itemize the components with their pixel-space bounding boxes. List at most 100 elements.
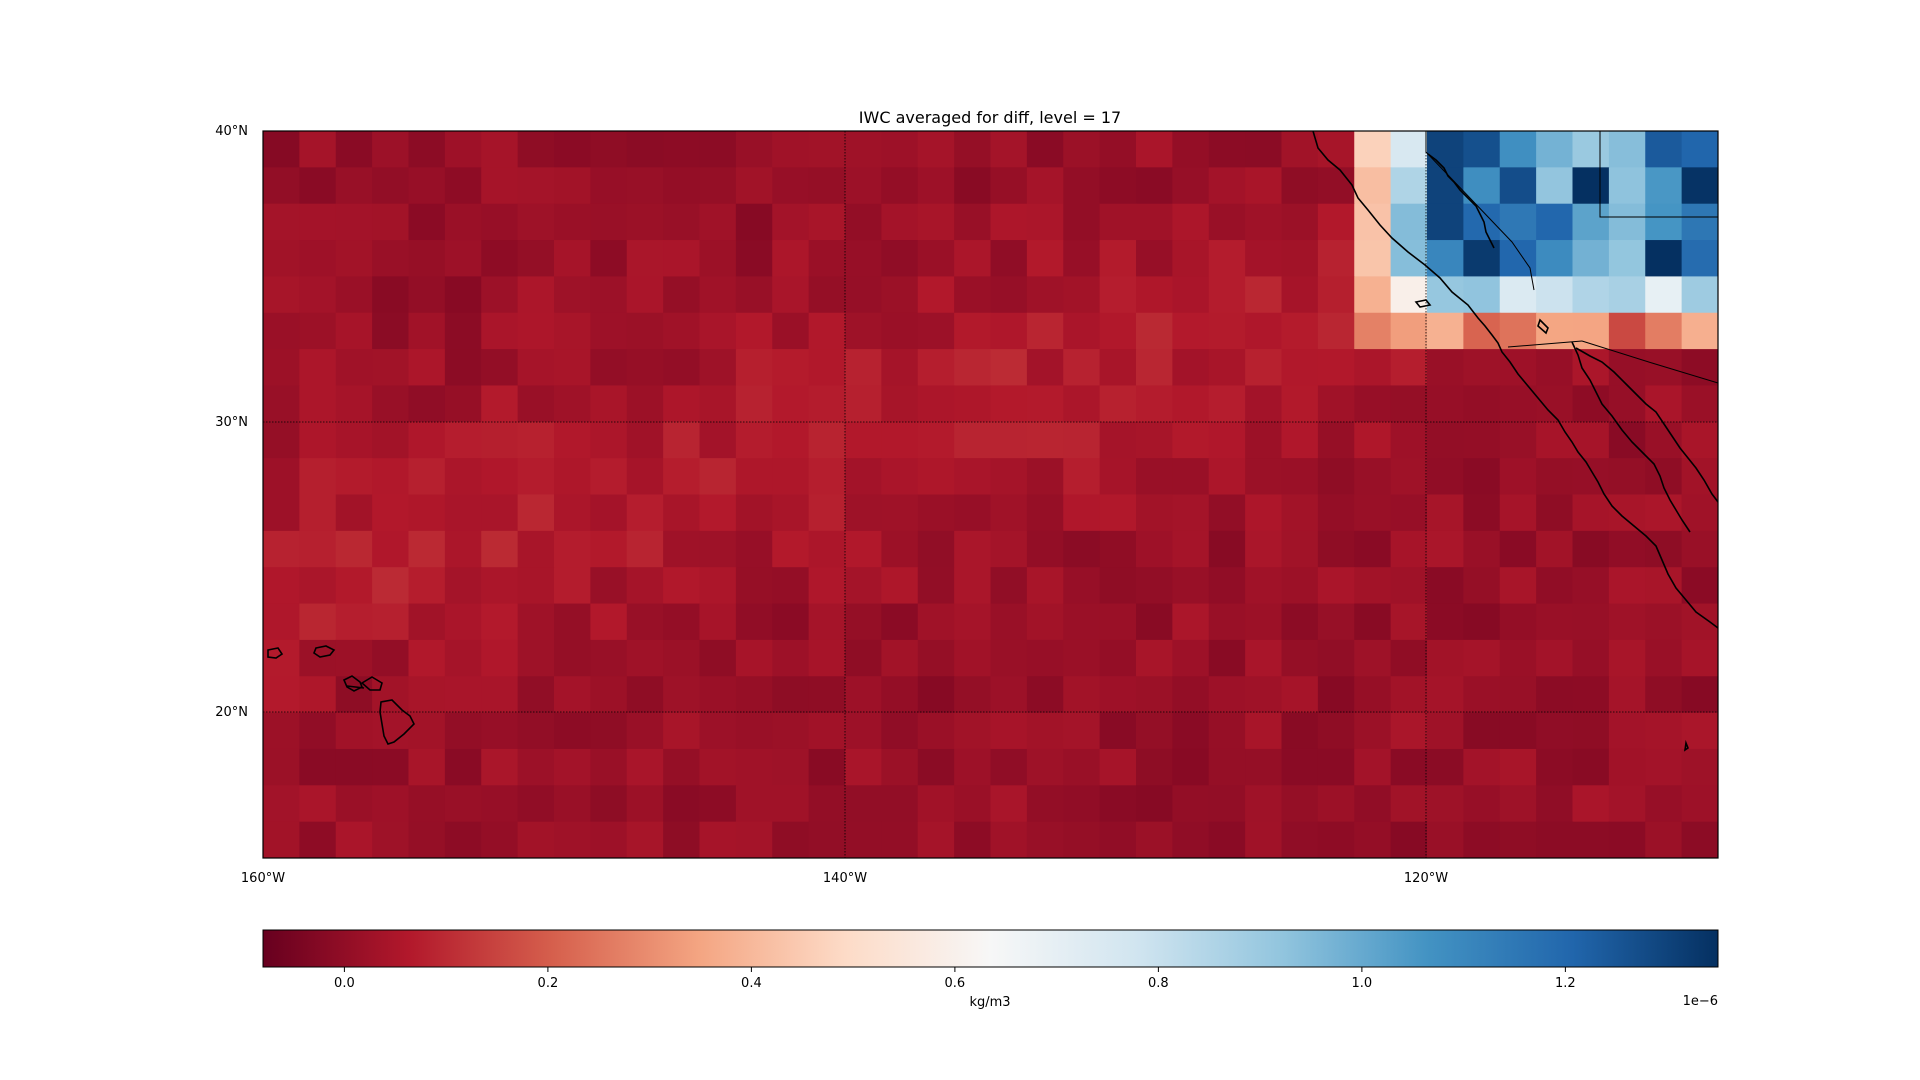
grid-cell — [554, 203, 591, 241]
grid-cell — [1281, 167, 1319, 205]
grid-cell — [1281, 712, 1319, 750]
grid-cell — [1317, 167, 1355, 205]
grid-cell — [663, 821, 701, 858]
grid-cell — [663, 494, 701, 532]
grid-cell — [1281, 421, 1319, 459]
grid-cell — [481, 748, 519, 786]
grid-cell — [1099, 203, 1137, 241]
grid-cell — [881, 567, 919, 605]
grid-cell — [1390, 312, 1428, 350]
grid-cell — [808, 530, 846, 568]
grid-cell — [372, 603, 410, 641]
grid-cell — [1281, 676, 1319, 714]
grid-cell — [845, 240, 882, 277]
grid-cell — [554, 639, 591, 677]
grid-cell — [1245, 676, 1283, 714]
grid-cell — [917, 421, 955, 459]
grid-cell — [517, 240, 555, 277]
grid-cell — [1281, 240, 1319, 277]
grid-cell — [1026, 821, 1064, 858]
grid-cell — [1427, 421, 1464, 459]
grid-cell — [1099, 821, 1137, 858]
grid-cell — [1645, 567, 1683, 605]
grid-cell — [881, 639, 919, 677]
grid-cell — [845, 785, 882, 823]
grid-cell — [444, 494, 482, 532]
grid-cell — [845, 639, 882, 677]
lon-label-120w: 120°W — [1404, 871, 1448, 886]
grid-cell — [735, 603, 773, 641]
grid-cell — [1172, 240, 1210, 277]
grid-cell — [735, 639, 773, 677]
grid-cell — [1136, 312, 1173, 350]
grid-cell — [1063, 131, 1101, 168]
grid-cell — [1463, 349, 1501, 387]
grid-cell — [1681, 603, 1718, 641]
grid-cell — [335, 385, 373, 423]
grid-cell — [517, 821, 555, 858]
grid-cell — [335, 494, 373, 532]
grid-cell — [1463, 494, 1501, 532]
grid-cell — [663, 240, 701, 277]
grid-cell — [990, 240, 1028, 277]
grid-cell — [772, 240, 810, 277]
grid-cell — [772, 385, 810, 423]
grid-cell — [1099, 494, 1137, 532]
grid-cell — [954, 676, 992, 714]
grid-cell — [1245, 639, 1283, 677]
grid-cell — [1281, 748, 1319, 786]
grid-cell — [1099, 276, 1137, 314]
grid-cell — [1354, 494, 1392, 532]
grid-cell — [1427, 385, 1464, 423]
grid-cell — [1608, 530, 1646, 568]
grid-cell — [517, 276, 555, 314]
grid-cell — [1645, 203, 1683, 241]
grid-cell — [1026, 458, 1064, 496]
grid-cell — [372, 312, 410, 350]
grid-cell — [917, 639, 955, 677]
grid-cell — [1608, 567, 1646, 605]
grid-cell — [335, 276, 373, 314]
grid-cell — [1245, 240, 1283, 277]
grid-cell — [1390, 349, 1428, 387]
grid-cell — [845, 712, 882, 750]
colorbar: 0.0 0.2 0.4 0.6 0.8 1.0 1.2 kg/m3 1e−6 — [262, 929, 1719, 1010]
grid-cell — [1390, 676, 1428, 714]
grid-cell — [845, 567, 882, 605]
grid-cell — [1281, 494, 1319, 532]
grid-cell — [1026, 494, 1064, 532]
grid-cell — [699, 458, 737, 496]
grid-cell — [699, 603, 737, 641]
grid-cell — [1136, 712, 1173, 750]
grid-cell — [590, 603, 628, 641]
grid-cell — [1608, 676, 1646, 714]
grid-cell — [1245, 530, 1283, 568]
grid-cell — [1063, 785, 1101, 823]
grid-cell — [1572, 639, 1610, 677]
grid-cell — [1572, 676, 1610, 714]
grid-cell — [1281, 349, 1319, 387]
grid-cell — [263, 494, 300, 532]
grid-cell — [1681, 712, 1718, 750]
grid-cell — [1427, 785, 1464, 823]
colorbar-tick-label: 0.6 — [945, 976, 966, 991]
grid-cell — [772, 567, 810, 605]
grid-cell — [444, 530, 482, 568]
lon-labels: 160°W 140°W 120°W — [241, 871, 1448, 886]
grid-cell — [1136, 494, 1173, 532]
grid-cell — [845, 131, 882, 168]
grid-cell — [1645, 639, 1683, 677]
grid-cell — [663, 349, 701, 387]
grid-cell — [1499, 458, 1537, 496]
grid-cell — [335, 712, 373, 750]
grid-cell — [299, 385, 337, 423]
grid-cell — [1608, 785, 1646, 823]
grid-cell — [663, 676, 701, 714]
grid-cell — [845, 349, 882, 387]
grid-cell — [1063, 567, 1101, 605]
grid-cell — [372, 131, 410, 168]
grid-cell — [954, 385, 992, 423]
grid-cell — [1608, 494, 1646, 532]
grid-cell — [990, 494, 1028, 532]
grid-cell — [263, 385, 300, 423]
